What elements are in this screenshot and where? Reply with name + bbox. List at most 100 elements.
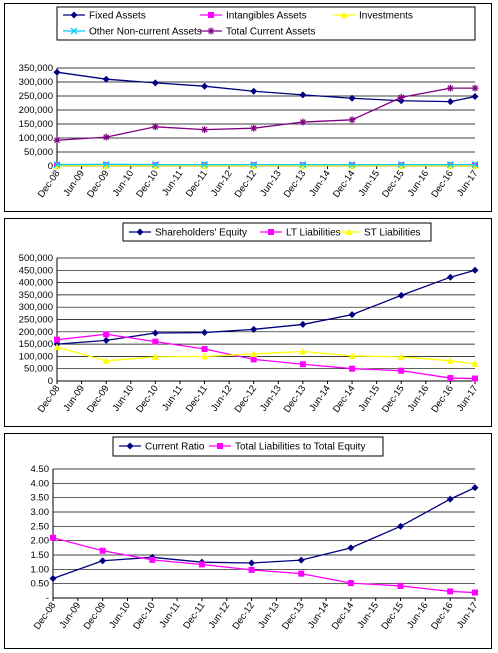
data-point <box>348 311 356 319</box>
x-tick-label: Dec-15 <box>379 600 406 631</box>
y-tick-label: - <box>46 593 49 604</box>
x-tick-label: Dec-09 <box>82 600 109 631</box>
data-point <box>250 87 258 95</box>
x-tick-label: Jun-14 <box>307 383 333 413</box>
data-point <box>446 98 454 106</box>
series-line <box>52 537 476 594</box>
x-tick-label: Jun-09 <box>58 600 84 630</box>
x-tick-label: Jun-12 <box>209 168 235 198</box>
x-tick-label: Dec-15 <box>380 168 407 199</box>
equity-liabilities-chart-panel: 0 50,000 100,000 150,000 200,000 250,000 300,0… <box>4 218 492 427</box>
legend-label: Shareholders' Equity <box>155 228 247 239</box>
data-point <box>250 161 258 169</box>
data-point <box>102 336 110 344</box>
legend-marker <box>345 228 353 235</box>
x-tick-label: Dec-16 <box>429 383 456 414</box>
x-tick-label: Jun-10 <box>107 600 133 630</box>
data-point <box>53 161 61 169</box>
series-fixed-assets <box>53 68 479 106</box>
data-point <box>397 522 405 530</box>
data-point <box>471 161 479 169</box>
x-tick-label: Dec-08 <box>36 168 63 199</box>
x-tick-label: Jun-16 <box>405 600 431 630</box>
x-tick-label: Jun-09 <box>61 168 87 198</box>
x-tick-label: Dec-13 <box>282 383 309 414</box>
y-tick-label: 250,000 <box>19 315 53 326</box>
x-tick-label: Dec-12 <box>233 383 260 414</box>
data-point <box>250 325 258 333</box>
data-point <box>299 161 307 169</box>
legend: Shareholders' Equity LT Liabilities ST Lia… <box>122 222 432 242</box>
data-point <box>102 160 110 168</box>
ratios-chart-panel: - 0.50 1.00 1.50 2.00 2.50 3.00 3.50 4.00 4.50 Dec… <box>4 433 492 649</box>
legend-box <box>112 436 384 457</box>
x-tick-label: Jun-11 <box>160 383 185 413</box>
y-tick-label: 200,000 <box>19 327 53 338</box>
data-point <box>297 556 305 564</box>
legend-marker <box>70 11 78 19</box>
y-tick-label: 1.00 <box>31 564 50 575</box>
y-tick-label: 500,000 <box>19 253 53 264</box>
series-line <box>56 346 476 365</box>
x-tick-label: Dec-11 <box>184 168 210 199</box>
data-point <box>201 161 208 169</box>
data-point <box>152 338 159 345</box>
data-point <box>99 547 106 554</box>
legend: Fixed Assets Intangibles Assets Investment… <box>56 6 476 41</box>
legend-marker <box>208 12 214 18</box>
series-line <box>52 487 476 580</box>
y-tick-label: 3.50 <box>31 493 50 504</box>
y-tick-label: 350,000 <box>19 290 53 301</box>
data-point <box>348 94 356 102</box>
x-tick-label: Jun-10 <box>111 168 137 198</box>
y-tick-label: 150,000 <box>19 119 53 130</box>
data-point <box>151 79 159 87</box>
y-tick-label: 3.00 <box>31 507 50 518</box>
data-point <box>446 495 454 503</box>
x-tick-label: Dec-08 <box>32 600 59 631</box>
y-tick-label: 300,000 <box>19 302 53 313</box>
x-tick-label: Dec-14 <box>331 383 358 414</box>
data-point <box>151 329 159 337</box>
series-st-liabilities <box>53 343 479 367</box>
y-tick-label: 300,000 <box>19 77 53 88</box>
x-tick-label: Jun-13 <box>258 168 284 198</box>
series-line <box>56 333 476 380</box>
y-tick-label: 2.00 <box>31 536 50 547</box>
data-point <box>250 356 257 363</box>
y-tick-label: 4.00 <box>31 478 50 489</box>
data-point <box>102 133 110 141</box>
x-tick-label: Dec-11 <box>184 383 210 414</box>
legend-label: Current Ratio <box>145 442 205 453</box>
data-point <box>299 118 307 126</box>
data-point <box>397 353 405 360</box>
y-tick-label: 100,000 <box>19 351 53 362</box>
y-tick-label: 250,000 <box>19 91 53 102</box>
legend-marker <box>136 228 144 236</box>
data-point <box>471 266 479 274</box>
data-point <box>54 336 60 343</box>
data-point <box>53 68 61 76</box>
x-tick-label: Jun-12 <box>207 600 233 630</box>
x-tick-label: Jun-11 <box>160 168 185 198</box>
x-tick-label: Jun-16 <box>406 383 432 413</box>
data-point <box>348 352 356 359</box>
data-point <box>248 559 256 567</box>
series-lt-liabilities <box>54 331 478 382</box>
data-point <box>347 580 354 587</box>
data-point <box>446 84 454 92</box>
x-tick-label: Jun-17 <box>455 168 481 198</box>
series-line <box>56 269 476 345</box>
y-tick-label: 0 <box>48 376 53 387</box>
x-tick-label: Jun-16 <box>406 168 432 198</box>
legend-label: Other Non-current Assets <box>89 27 202 38</box>
data-point <box>102 75 110 83</box>
x-tick-label: Dec-10 <box>134 168 161 199</box>
x-tick-label: Jun-12 <box>209 383 235 413</box>
data-point <box>299 361 306 368</box>
legend-label: Fixed Assets <box>89 11 146 22</box>
series-other-non-current-assets <box>53 160 479 169</box>
x-tick-label: Jun-13 <box>258 383 284 413</box>
data-point <box>50 534 56 541</box>
